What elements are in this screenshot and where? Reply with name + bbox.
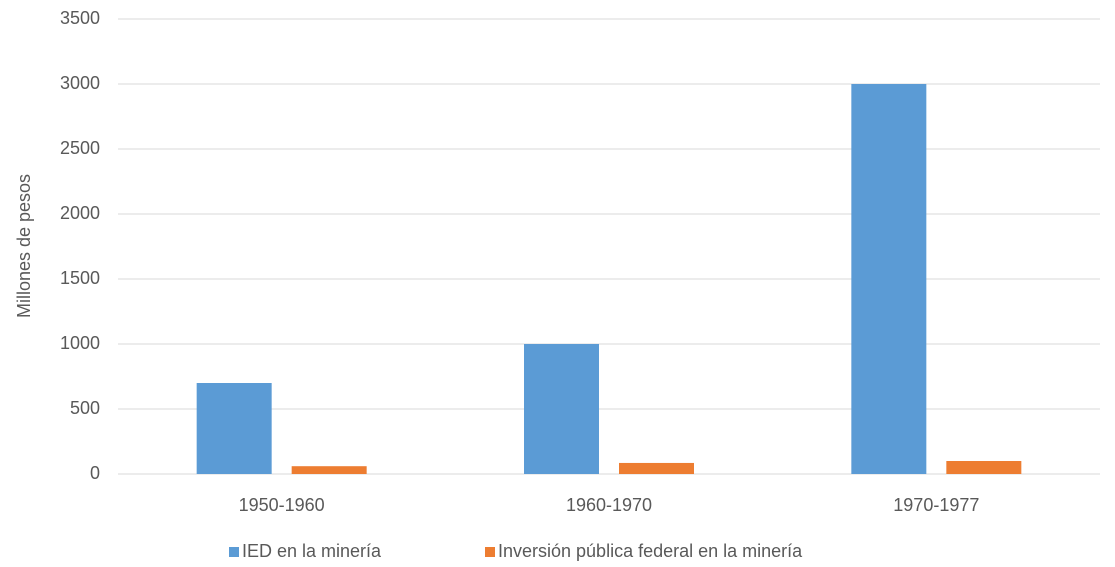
y-tick-label: 1000 [60, 333, 100, 353]
y-tick-label: 2500 [60, 138, 100, 158]
y-tick-label: 0 [90, 463, 100, 483]
y-tick-label: 1500 [60, 268, 100, 288]
legend-swatch [229, 547, 239, 557]
y-tick-label: 500 [70, 398, 100, 418]
x-tick-label: 1970-1977 [893, 495, 979, 515]
bar [851, 84, 927, 474]
bar [619, 462, 694, 474]
bar [196, 383, 272, 474]
legend-label: Inversión pública federal en la minería [498, 541, 803, 561]
bar [946, 461, 1022, 474]
legend-swatch [485, 547, 495, 557]
bar [291, 466, 367, 474]
x-tick-label: 1960-1970 [566, 495, 652, 515]
y-tick-label: 2000 [60, 203, 100, 223]
x-tick-label: 1950-1960 [239, 495, 325, 515]
legend-label: IED en la minería [242, 541, 382, 561]
bar [524, 344, 599, 474]
y-axis-label: Millones de pesos [14, 174, 34, 318]
y-tick-label: 3000 [60, 73, 100, 93]
y-tick-label: 3500 [60, 8, 100, 28]
